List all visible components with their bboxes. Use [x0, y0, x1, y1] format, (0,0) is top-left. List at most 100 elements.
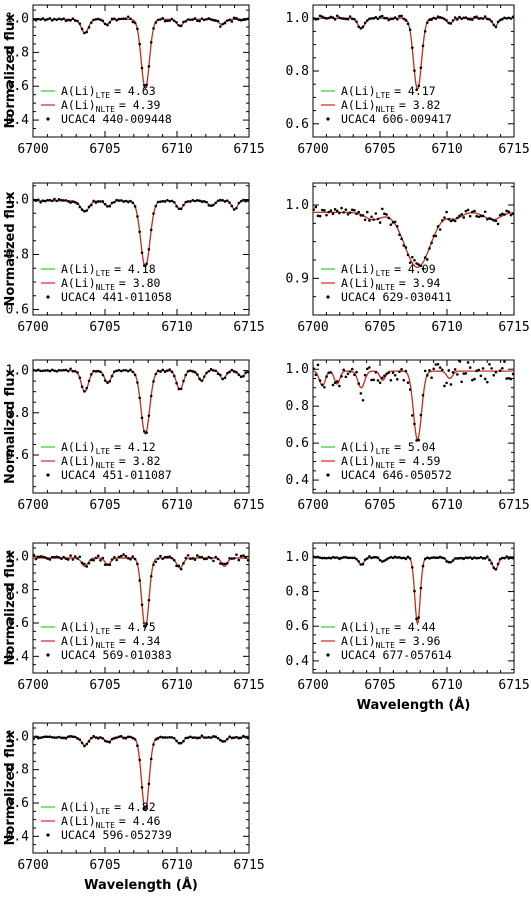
observed-point: [400, 237, 403, 241]
observed-point: [66, 735, 70, 738]
observed-point: [117, 368, 121, 372]
observed-point: [191, 198, 194, 202]
observed-point: [378, 15, 382, 19]
observed-point: [103, 739, 107, 743]
observed-point: [361, 398, 365, 402]
observed-point: [320, 208, 324, 212]
observed-point: [355, 557, 358, 561]
observed-point: [430, 18, 433, 21]
observed-point: [423, 29, 427, 33]
legend-lte-value: = 4.75: [114, 620, 156, 634]
observed-point: [389, 555, 393, 559]
observed-point: [161, 557, 165, 561]
observed-point: [331, 16, 335, 19]
legend-star-name: UCAC4 596-052739: [61, 828, 172, 842]
observed-point: [501, 556, 504, 560]
observed-point: [94, 370, 98, 373]
observed-point: [228, 201, 231, 204]
legend-lte-text: A(Li)LTE = 4.63: [61, 84, 156, 100]
observed-point: [361, 562, 365, 566]
x-tick-label: 6700: [17, 678, 48, 693]
legend-lte-text: A(Li)LTE = 5.04: [341, 440, 436, 456]
observed-point: [244, 371, 247, 374]
observed-point: [140, 786, 144, 789]
observed-point: [363, 558, 367, 561]
observed-point: [490, 217, 493, 221]
observed-point: [161, 200, 165, 203]
observed-point: [323, 209, 326, 212]
observed-point: [479, 16, 483, 20]
observed-point: [145, 262, 148, 266]
observed-point: [196, 736, 199, 740]
observed-point: [92, 199, 95, 203]
observed-point: [363, 21, 367, 25]
observed-point: [406, 22, 410, 26]
observed-point: [159, 18, 162, 21]
observed-point: [406, 381, 410, 384]
observed-point: [66, 558, 70, 561]
observed-point: [163, 555, 167, 559]
observed-point: [117, 735, 121, 738]
observed-point: [140, 66, 144, 70]
observed-point: [402, 556, 406, 560]
observed-point: [430, 241, 433, 245]
legend-lte-label: A(Li): [61, 440, 96, 454]
legend-nlte-label: A(Li): [341, 634, 376, 648]
legend-star-name: UCAC4 451-011087: [61, 468, 172, 482]
observed-point: [92, 558, 95, 562]
observed-point: [492, 219, 496, 222]
observed-point: [196, 373, 199, 376]
observed-point: [53, 369, 56, 372]
observed-point: [365, 367, 369, 371]
observed-point: [69, 201, 72, 204]
observed-point: [53, 17, 56, 21]
observed-point: [413, 69, 416, 72]
observed-point: [205, 371, 208, 375]
observed-point: [316, 555, 320, 559]
lte-synthetic-line: [313, 370, 514, 441]
observed-point: [83, 562, 86, 566]
observed-point: [73, 555, 77, 558]
observed-point: [239, 375, 243, 379]
legend-observed-swatch: [46, 117, 50, 121]
observed-point: [443, 216, 446, 219]
observed-point: [428, 557, 431, 560]
observed-point: [410, 414, 414, 417]
observed-point: [149, 228, 153, 232]
observed-point: [33, 198, 36, 202]
observed-point: [509, 17, 513, 20]
observed-point: [449, 560, 453, 564]
observed-point: [131, 201, 135, 205]
observed-point: [103, 563, 107, 566]
observed-point: [33, 18, 36, 21]
observed-point: [436, 362, 440, 366]
observed-point: [48, 369, 52, 373]
observed-point: [451, 371, 455, 374]
observed-point: [170, 370, 174, 374]
observed-point: [85, 30, 89, 34]
observed-point: [443, 17, 446, 21]
observed-point: [346, 556, 350, 560]
observed-point: [441, 219, 444, 222]
observed-point: [483, 15, 487, 18]
observed-point: [453, 557, 457, 560]
observed-point: [507, 210, 511, 214]
observed-point: [189, 200, 192, 203]
observed-point: [395, 377, 399, 381]
observed-point: [376, 379, 380, 382]
observed-point: [387, 556, 391, 560]
observed-point: [117, 17, 121, 21]
observed-point: [41, 735, 45, 739]
observed-point: [200, 200, 204, 203]
observed-point: [43, 735, 47, 739]
observed-point: [313, 208, 315, 211]
observed-point: [496, 20, 500, 24]
observed-point: [471, 210, 474, 214]
x-tick-label: 6715: [233, 858, 264, 873]
x-tick-label: 6715: [498, 678, 529, 693]
observed-point: [393, 16, 397, 19]
observed-point: [209, 204, 213, 207]
legend-nlte-label: A(Li): [61, 276, 96, 290]
observed-point: [464, 372, 468, 375]
